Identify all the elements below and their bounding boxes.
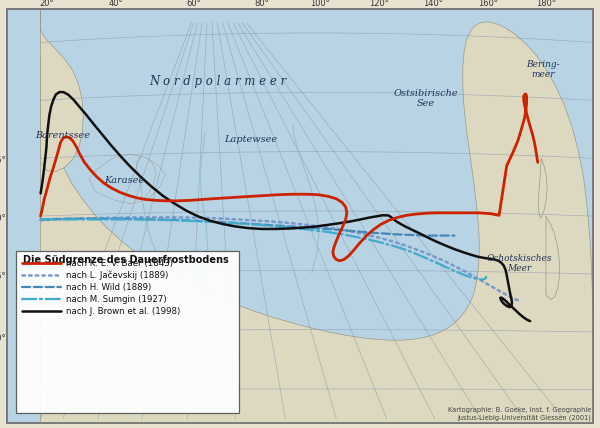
Text: 60°: 60° <box>0 214 6 223</box>
Text: nach L. Jačevskij (1889): nach L. Jačevskij (1889) <box>66 270 168 280</box>
Text: Barentssee: Barentssee <box>35 131 91 140</box>
Text: 100°: 100° <box>311 0 331 8</box>
Polygon shape <box>41 9 83 172</box>
Text: N o r d p o l a r m e e r: N o r d p o l a r m e e r <box>149 75 287 88</box>
Text: 160°: 160° <box>479 0 499 8</box>
Polygon shape <box>546 216 559 300</box>
Text: 60°: 60° <box>186 0 201 8</box>
Text: Kartographie: B. Goeke, Inst. f. Geographie
Justus-Liebig-Universität Giessen (2: Kartographie: B. Goeke, Inst. f. Geograp… <box>448 407 592 421</box>
Polygon shape <box>137 157 155 202</box>
Text: Laptewsee: Laptewsee <box>224 135 277 144</box>
Text: 50°: 50° <box>0 333 6 342</box>
Text: 20°: 20° <box>40 0 55 8</box>
Text: Ostsibirische
See: Ostsibirische See <box>394 89 458 108</box>
Polygon shape <box>538 158 547 218</box>
Text: nach H. Wild (1889): nach H. Wild (1889) <box>66 283 151 292</box>
Text: Ochotskisches
Meer: Ochotskisches Meer <box>487 254 553 273</box>
Text: 65°: 65° <box>0 156 6 165</box>
Text: 80°: 80° <box>254 0 269 8</box>
Text: 120°: 120° <box>369 0 389 8</box>
Text: nach J. Brown et al. (1998): nach J. Brown et al. (1998) <box>66 307 180 316</box>
Text: Die Südgrenze des Dauerfrostbodens: Die Südgrenze des Dauerfrostbodens <box>23 255 229 265</box>
Text: nach K. E. v. Baer (1843): nach K. E. v. Baer (1843) <box>66 259 173 268</box>
Text: 55°: 55° <box>0 272 6 281</box>
Text: 40°: 40° <box>108 0 123 8</box>
Text: nach M. Sumgin (1927): nach M. Sumgin (1927) <box>66 295 166 304</box>
Polygon shape <box>41 22 593 423</box>
Text: 140°: 140° <box>424 0 443 8</box>
FancyBboxPatch shape <box>16 251 239 413</box>
Text: Karasee: Karasee <box>104 176 145 185</box>
Text: 180°: 180° <box>536 0 556 8</box>
Text: Bering-
meer: Bering- meer <box>526 59 560 79</box>
Polygon shape <box>89 154 166 204</box>
